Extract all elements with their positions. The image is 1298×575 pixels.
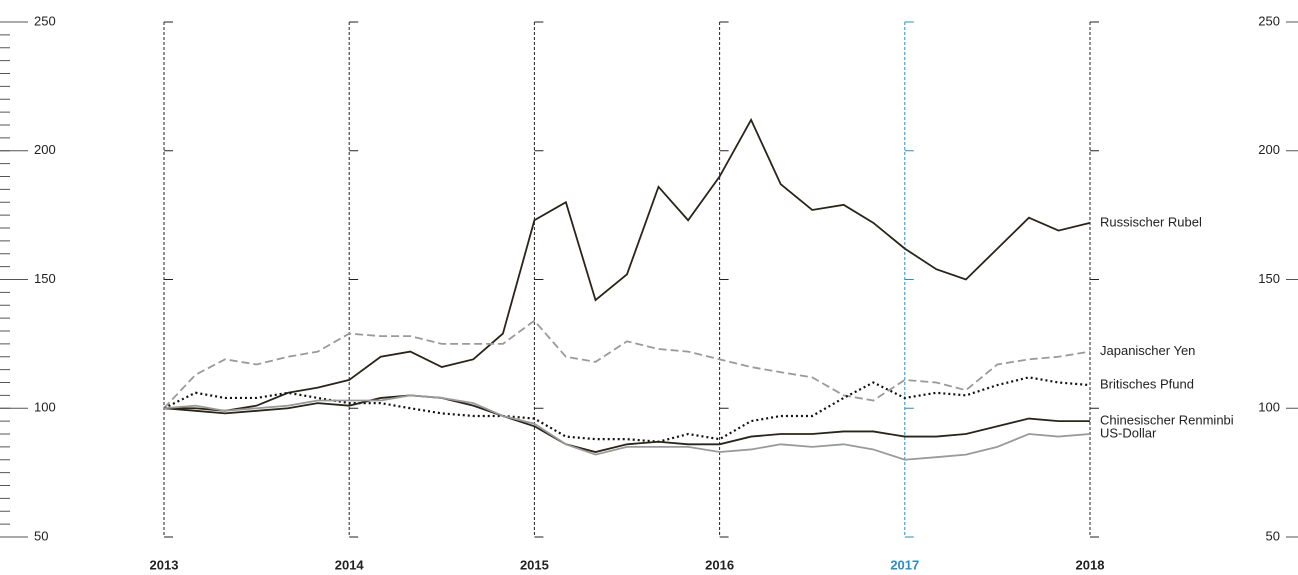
x-tick-label: 2015 [520,557,549,572]
series-line [163,394,1091,461]
y-tick-label: 250 [34,13,56,28]
y2-tick-label: 200 [1258,142,1280,157]
x-tick-label: 2018 [1076,557,1105,572]
series-label: Japanischer Yen [1100,343,1195,358]
series-line [164,117,1091,412]
y-tick-label: 200 [34,142,56,157]
y-tick-label: 50 [34,528,48,543]
y2-tick-label: 150 [1258,271,1280,286]
series-line [163,319,1091,409]
x-tick-label: 2017 [890,557,919,572]
x-tick-label: 2016 [705,557,734,572]
series-label: US-Dollar [1100,425,1157,440]
x-tick-label: 2013 [150,557,179,572]
x-tick-label: 2014 [335,557,365,572]
y-tick-label: 100 [34,400,56,415]
y2-tick-label: 50 [1266,528,1280,543]
y2-tick-label: 100 [1258,400,1280,415]
series-label: Britisches Pfund [1100,377,1194,392]
series-label: Chinesischer Renminbi [1100,413,1234,428]
y2-tick-label: 250 [1258,13,1280,28]
series-line [163,394,1090,453]
series-label: Russischer Rubel [1100,214,1202,229]
y-tick-label: 150 [34,271,56,286]
